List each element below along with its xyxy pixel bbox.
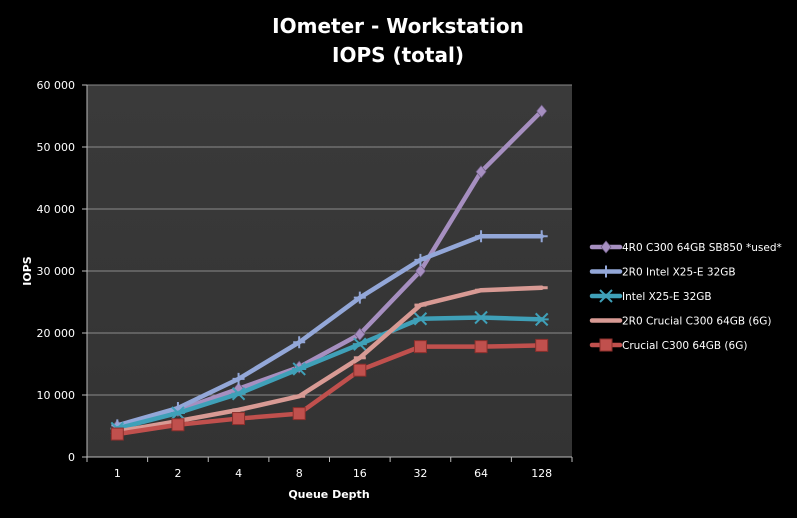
data-point [171, 418, 185, 432]
series-line [115, 234, 544, 428]
series-layer [110, 104, 549, 441]
data-point [110, 427, 124, 441]
y-tick-label: 30 000 [37, 265, 76, 278]
legend: 4R0 C300 64GB SB850 *used* 2R0 Intel X25-… [589, 240, 782, 352]
data-point [535, 230, 548, 243]
data-point [413, 312, 428, 326]
data-point [231, 387, 246, 401]
legend-label: 2R0 Intel X25-E 32GB [622, 267, 736, 279]
data-point [293, 336, 306, 349]
data-point [170, 406, 185, 420]
data-point [535, 338, 549, 352]
y-tick-label: 60 000 [37, 79, 76, 92]
legend-label: Crucial C300 64GB (6G) [622, 340, 747, 352]
legend-item: 2R0 Intel X25-E 32GB [589, 265, 736, 279]
data-point [475, 230, 488, 243]
series-1 [111, 104, 548, 433]
chart-title: IOmeter - Workstation [272, 14, 524, 38]
data-point [292, 407, 306, 421]
data-point [536, 104, 548, 118]
x-tick-label: 1 [114, 467, 121, 480]
legend-item: Crucial C300 64GB (6G) [589, 338, 747, 352]
series-line [115, 343, 544, 437]
data-point [534, 312, 549, 327]
legend-item: 4R0 C300 64GB SB850 *used* [589, 240, 782, 254]
series-3 [110, 310, 549, 436]
legend-label: 4R0 C300 64GB SB850 *used* [622, 242, 782, 254]
y-tick-label: 40 000 [37, 203, 76, 216]
data-point [600, 240, 612, 254]
legend-item: Intel X25-E 32GB [589, 289, 712, 303]
x-tick-label: 64 [474, 467, 488, 480]
chart-subtitle: IOPS (total) [332, 43, 464, 67]
data-point [475, 165, 487, 179]
y-axis-title: IOPS [21, 256, 34, 286]
x-tick-label: 32 [413, 467, 427, 480]
data-point [353, 291, 366, 304]
y-tick-label: 50 000 [37, 141, 76, 154]
series-line [115, 285, 544, 434]
data-point [474, 340, 488, 354]
data-point [413, 340, 427, 354]
data-point [292, 362, 307, 376]
data-point [599, 289, 613, 303]
data-point [600, 265, 612, 278]
data-point [354, 327, 366, 341]
x-axis-title: Queue Depth [288, 488, 369, 501]
series-line [115, 315, 544, 431]
grid [87, 84, 572, 396]
data-point [352, 337, 367, 351]
x-tick-label: 16 [353, 467, 367, 480]
data-point [353, 363, 367, 377]
series-4 [111, 285, 548, 434]
series-line [115, 108, 544, 429]
y-tick-label: 0 [68, 451, 75, 464]
x-tick-label: 2 [174, 467, 181, 480]
x-tick-label: 8 [296, 467, 303, 480]
data-point [599, 338, 613, 352]
legend-label: Intel X25-E 32GB [622, 291, 712, 303]
x-tick-label: 128 [531, 467, 552, 480]
data-point [414, 253, 427, 266]
y-tick-label: 20 000 [37, 327, 76, 340]
axes: 0 10 000 20 000 30 000 40 000 50 000 60 000 1 2 4… [37, 79, 573, 480]
legend-label: 2R0 Crucial C300 64GB (6G) [622, 316, 771, 328]
data-point [474, 310, 489, 325]
data-point [232, 372, 245, 385]
data-point [232, 412, 246, 426]
data-point [414, 264, 426, 278]
y-tick-label: 10 000 [37, 389, 76, 402]
x-tick-label: 4 [235, 467, 242, 480]
series-5 [110, 338, 549, 441]
legend-item: 2R0 Crucial C300 64GB (6G) [589, 316, 771, 328]
